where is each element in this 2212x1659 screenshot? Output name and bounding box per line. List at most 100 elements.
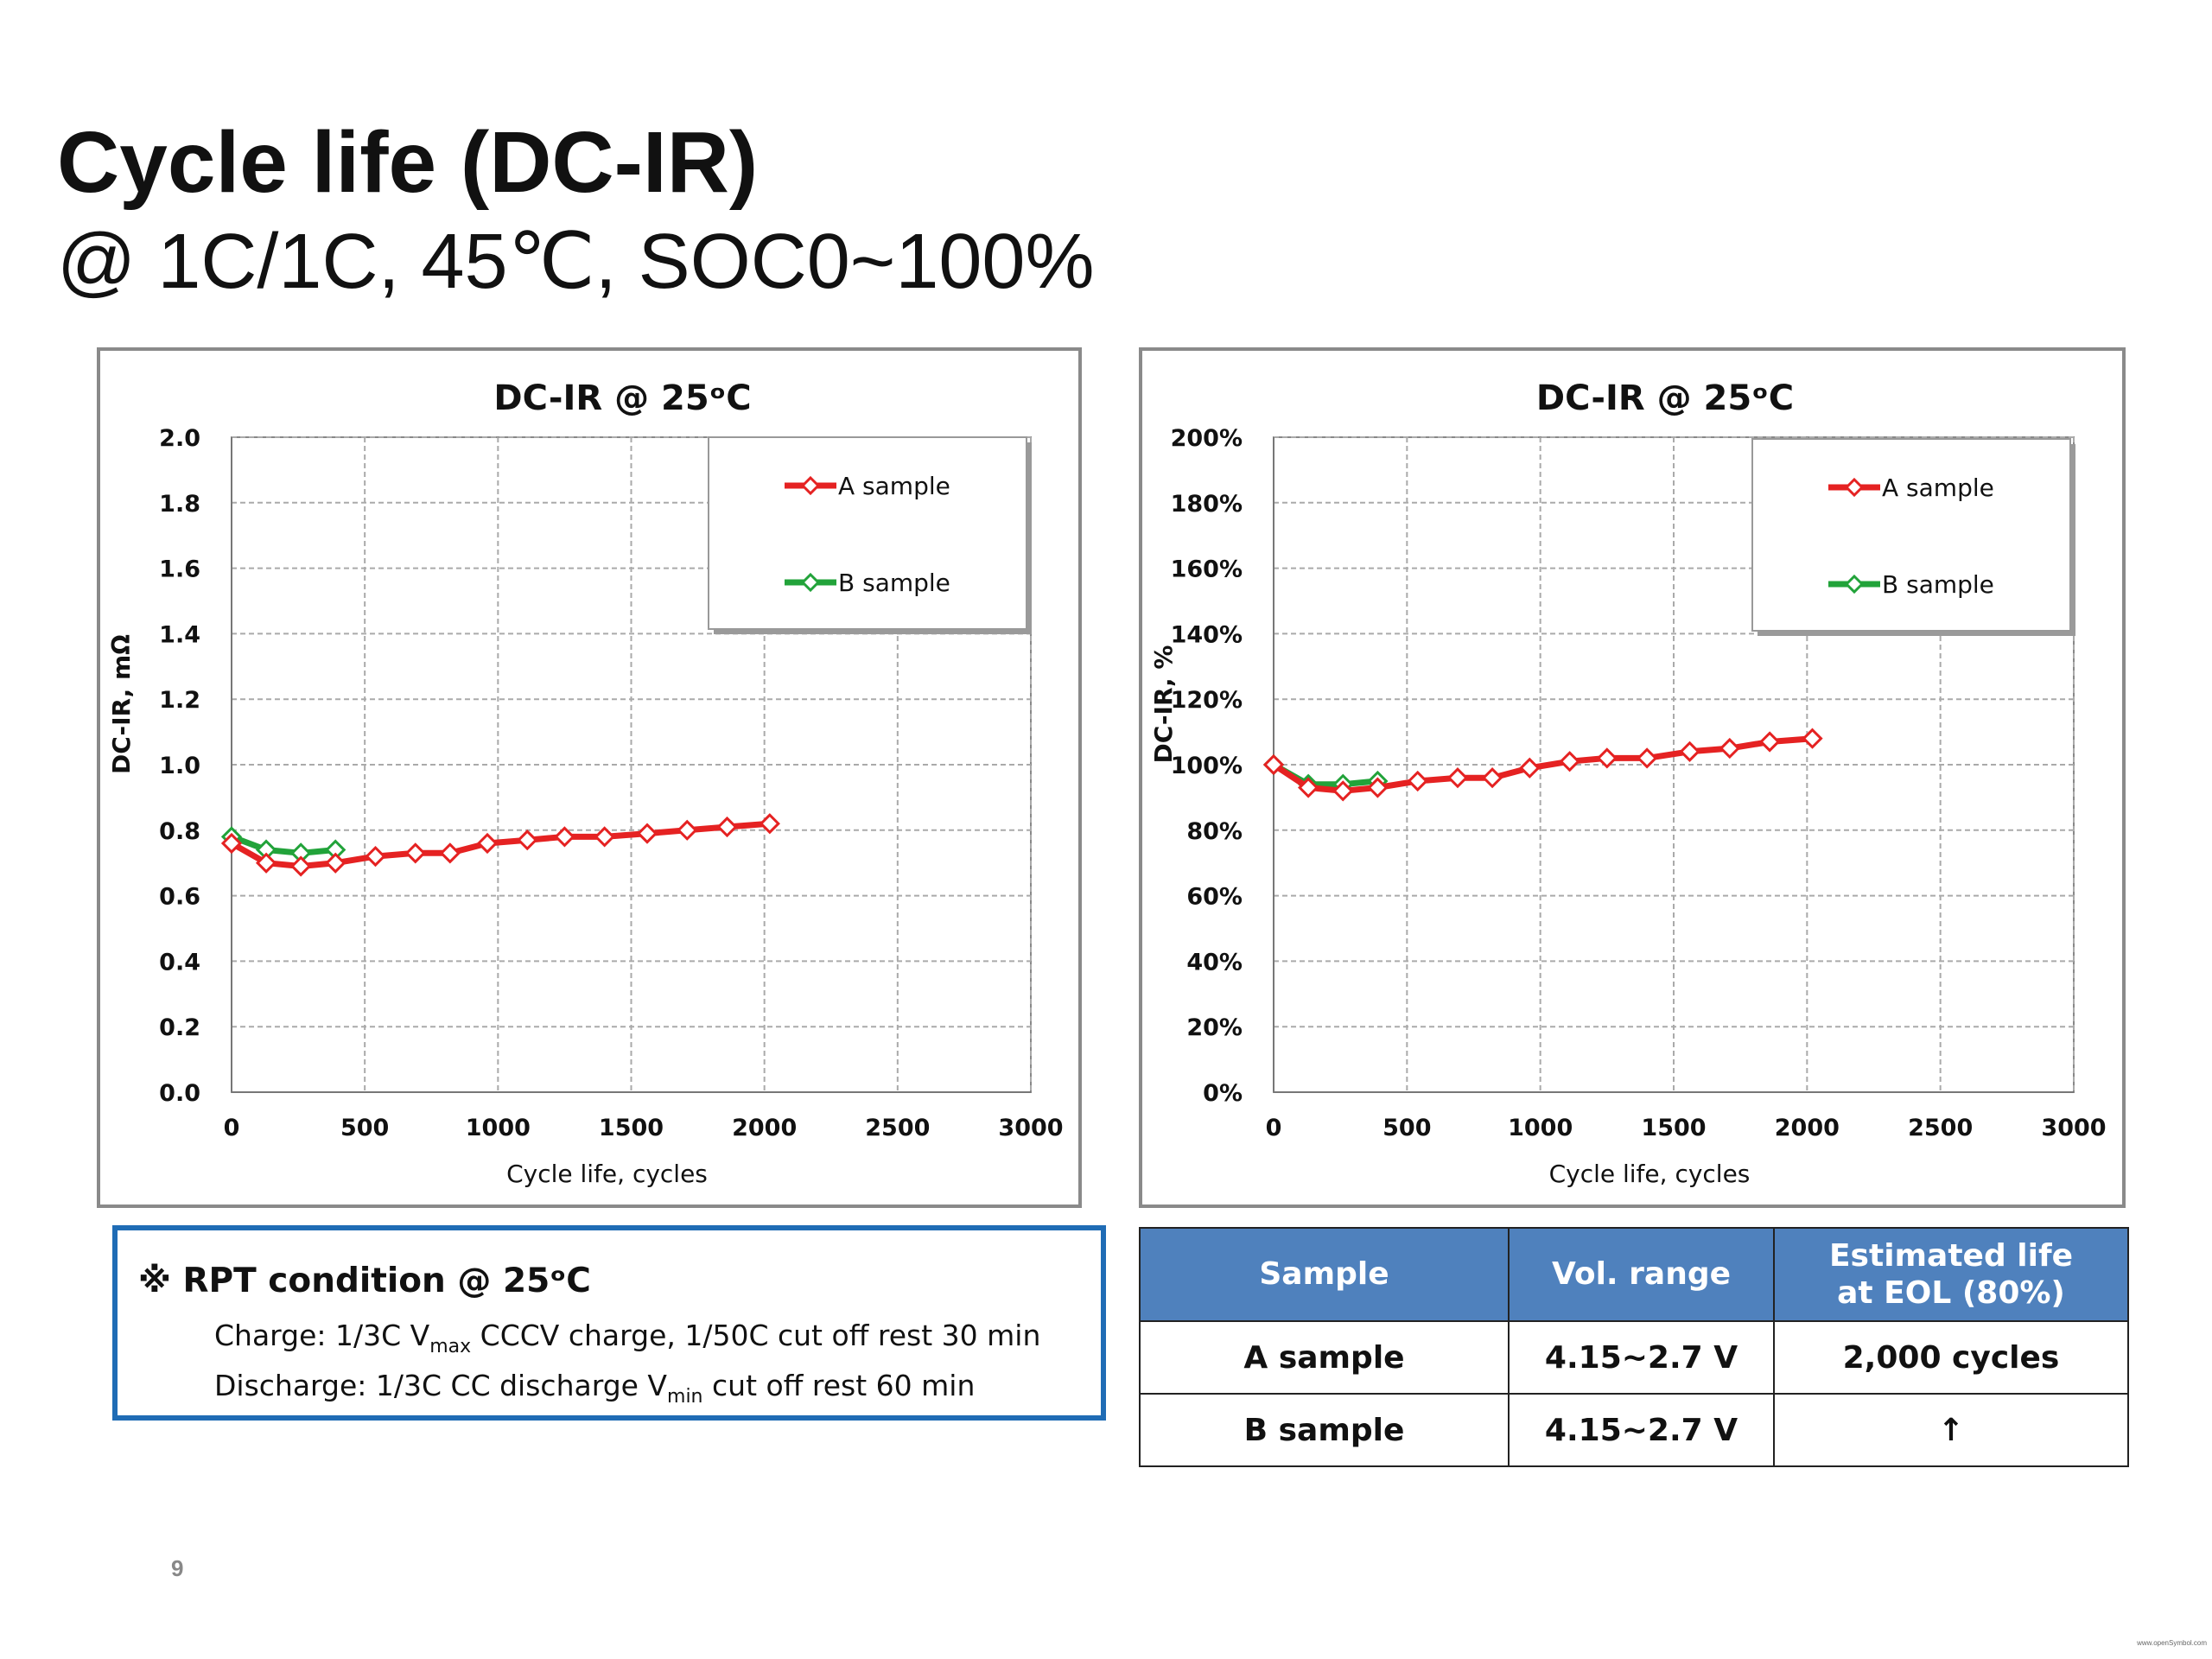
rpt-discharge-line: Discharge: 1/3C CC discharge Vmin cut of…	[214, 1369, 975, 1408]
x-tick-label: 3000	[998, 1115, 1063, 1141]
rpt-charge-suffix: CCCV charge, 1/50C cut off rest 30 min	[471, 1319, 1041, 1352]
y-tick-label: 1.0	[159, 753, 200, 779]
legend-marker-b-sample	[1844, 574, 1865, 594]
y-tick-label: 160%	[1171, 556, 1243, 583]
cell-vol-range: 4.15~2.7 V	[1508, 1320, 1775, 1395]
chart-dcir-absolute-svg: 0.0 0.2 0.4 0.6 0.8 1.0 1.2 1.4 1.6 1.8 2.0 0 500 100…	[107, 378, 1064, 1188]
data-point-a-sample	[517, 830, 538, 851]
data-point-a-sample	[1298, 777, 1319, 798]
y-tick-label: 2.0	[159, 425, 200, 452]
y-tick-label: 60%	[1186, 884, 1243, 911]
cell-estimated-life: ↑	[1773, 1393, 2129, 1467]
data-point-a-sample	[594, 826, 615, 848]
y-axis-label: DC-IR, %	[1149, 645, 1178, 764]
data-point-a-sample	[404, 842, 426, 864]
data-point-a-sample	[677, 819, 698, 841]
series-line-b-sample	[230, 834, 336, 856]
rpt-discharge-suffix: cut off rest 60 min	[702, 1369, 976, 1402]
data-point-a-sample	[1596, 747, 1618, 769]
rpt-charge-line: Charge: 1/3C Vmax CCCV charge, 1/50C cut…	[214, 1319, 1040, 1357]
x-tick-label: 1000	[1508, 1115, 1573, 1141]
x-tick-label: 3000	[2041, 1115, 2106, 1141]
chart-title: DC-IR @ 25ᵒC	[493, 378, 751, 418]
y-tick-label: 1.6	[159, 556, 200, 583]
x-tick-label: 500	[1382, 1115, 1431, 1141]
y-tick-label: 0.2	[159, 1014, 200, 1041]
data-point-a-sample	[1719, 737, 1740, 760]
chart-dcir-absolute: 0.0 0.2 0.4 0.6 0.8 1.0 1.2 1.4 1.6 1.8 2.0 0 500 100…	[97, 347, 1082, 1208]
legend-box	[1751, 438, 2071, 632]
y-tick-label: 0.8	[159, 818, 200, 845]
data-point-a-sample	[636, 823, 658, 844]
data-point-a-sample	[1446, 767, 1469, 789]
data-point-a-sample	[759, 813, 780, 835]
cell-sample: A sample	[1139, 1320, 1510, 1395]
table-row: B sample 4.15~2.7 V ↑	[1139, 1393, 2129, 1467]
data-point-a-sample	[1758, 731, 1781, 753]
rpt-condition-box: ※ RPT condition @ 25ᵒC Charge: 1/3C Vmax…	[112, 1225, 1106, 1421]
rpt-charge-prefix: Charge: 1/3C V	[214, 1319, 430, 1352]
y-tick-label: 40%	[1186, 949, 1243, 976]
legend-label-a-sample: A sample	[1882, 474, 1994, 502]
table-header-row: Sample Vol. range Estimated life at EOL (…	[1139, 1227, 2129, 1322]
page-subtitle: @ 1C/1C, 45℃, SOC0~100%	[57, 219, 1095, 305]
legend-label-b-sample: B sample	[1882, 570, 1994, 599]
x-axis-label: Cycle life, cycles	[1549, 1160, 1751, 1188]
x-tick-label: 2000	[732, 1115, 797, 1141]
x-tick-label: 1000	[466, 1115, 531, 1141]
data-point-a-sample	[554, 826, 575, 848]
y-tick-label: 0.4	[159, 949, 200, 976]
y-tick-label: 100%	[1171, 753, 1243, 779]
x-tick-label: 0	[224, 1115, 240, 1141]
chart-dcir-percent: 0% 20% 40% 60% 80% 100% 120% 140% 160% 180% 200% 0 5…	[1139, 347, 2126, 1208]
data-point-a-sample	[365, 845, 386, 868]
y-tick-label: 180%	[1171, 491, 1243, 518]
rpt-discharge-sub: min	[667, 1386, 703, 1408]
legend-label-a-sample: A sample	[838, 472, 950, 500]
cell-sample: B sample	[1139, 1393, 1510, 1467]
y-axis-label: DC-IR, mΩ	[107, 634, 136, 774]
legend-marker-a-sample	[800, 475, 821, 496]
x-tick-label: 2000	[1775, 1115, 1840, 1141]
data-point-a-sample	[220, 832, 243, 855]
x-tick-label: 500	[340, 1115, 389, 1141]
chart-title: DC-IR @ 25ᵒC	[1536, 378, 1794, 418]
table-row: A sample 4.15~2.7 V 2,000 cycles	[1139, 1320, 2129, 1395]
data-point-a-sample	[1262, 753, 1285, 776]
data-point-a-sample	[1559, 751, 1580, 772]
x-tick-label: 0	[1266, 1115, 1282, 1141]
y-tick-label: 140%	[1171, 621, 1243, 648]
legend-marker-b-sample	[800, 572, 821, 593]
header-estimated-life-line1: Estimated life	[1828, 1237, 2074, 1274]
y-tick-label: 200%	[1171, 425, 1243, 452]
data-point-a-sample	[290, 855, 312, 877]
legend-label-b-sample: B sample	[838, 569, 950, 597]
spec-table: Sample Vol. range Estimated life at EOL (…	[1139, 1227, 2129, 1467]
rpt-discharge-prefix: Discharge: 1/3C CC discharge V	[214, 1369, 668, 1402]
y-tick-label: 1.2	[159, 687, 200, 714]
data-point-a-sample	[1802, 728, 1823, 749]
y-tick-label: 1.8	[159, 491, 200, 518]
y-tick-label: 80%	[1186, 818, 1243, 845]
data-point-a-sample	[1679, 741, 1700, 762]
rpt-condition-title: ※ RPT condition @ 25ᵒC	[138, 1262, 591, 1300]
header-vol-range: Vol. range	[1508, 1227, 1775, 1322]
page-title: Cycle life (DC-IR)	[57, 114, 759, 211]
data-point-a-sample	[1481, 767, 1503, 789]
header-estimated-life-line2: at EOL (80%)	[1837, 1275, 2065, 1311]
x-axis-label: Cycle life, cycles	[506, 1160, 708, 1188]
legend-marker-a-sample	[1844, 477, 1865, 498]
data-point-a-sample	[255, 852, 277, 874]
data-point-a-sample	[1332, 780, 1354, 802]
data-point-a-sample	[439, 842, 461, 864]
x-tick-label: 2500	[865, 1115, 930, 1141]
header-sample: Sample	[1139, 1227, 1510, 1322]
x-tick-label: 2500	[1908, 1115, 1973, 1141]
data-point-a-sample	[1519, 757, 1541, 779]
x-tick-label: 1500	[1641, 1115, 1706, 1141]
data-point-a-sample	[1407, 770, 1428, 792]
data-point-a-sample	[476, 832, 499, 855]
page-number: 9	[171, 1555, 184, 1581]
chart-dcir-percent-svg: 0% 20% 40% 60% 80% 100% 120% 140% 160% 180% 200% 0 5…	[1149, 378, 2107, 1188]
y-tick-label: 0%	[1203, 1080, 1243, 1107]
